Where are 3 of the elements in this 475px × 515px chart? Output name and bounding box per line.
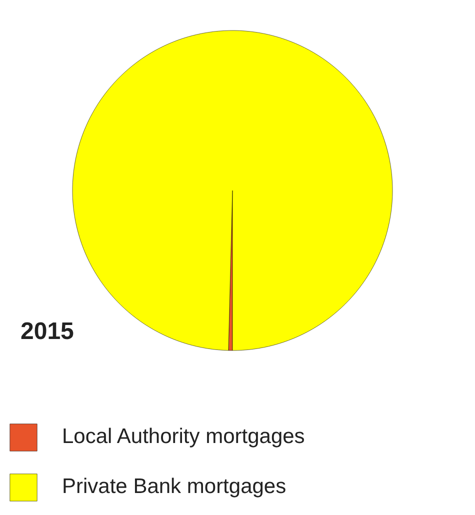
legend-label: Private Bank mortgages (62, 475, 286, 499)
legend-label: Local Authority mortgages (62, 425, 305, 449)
text: 2015 (20, 318, 74, 345)
